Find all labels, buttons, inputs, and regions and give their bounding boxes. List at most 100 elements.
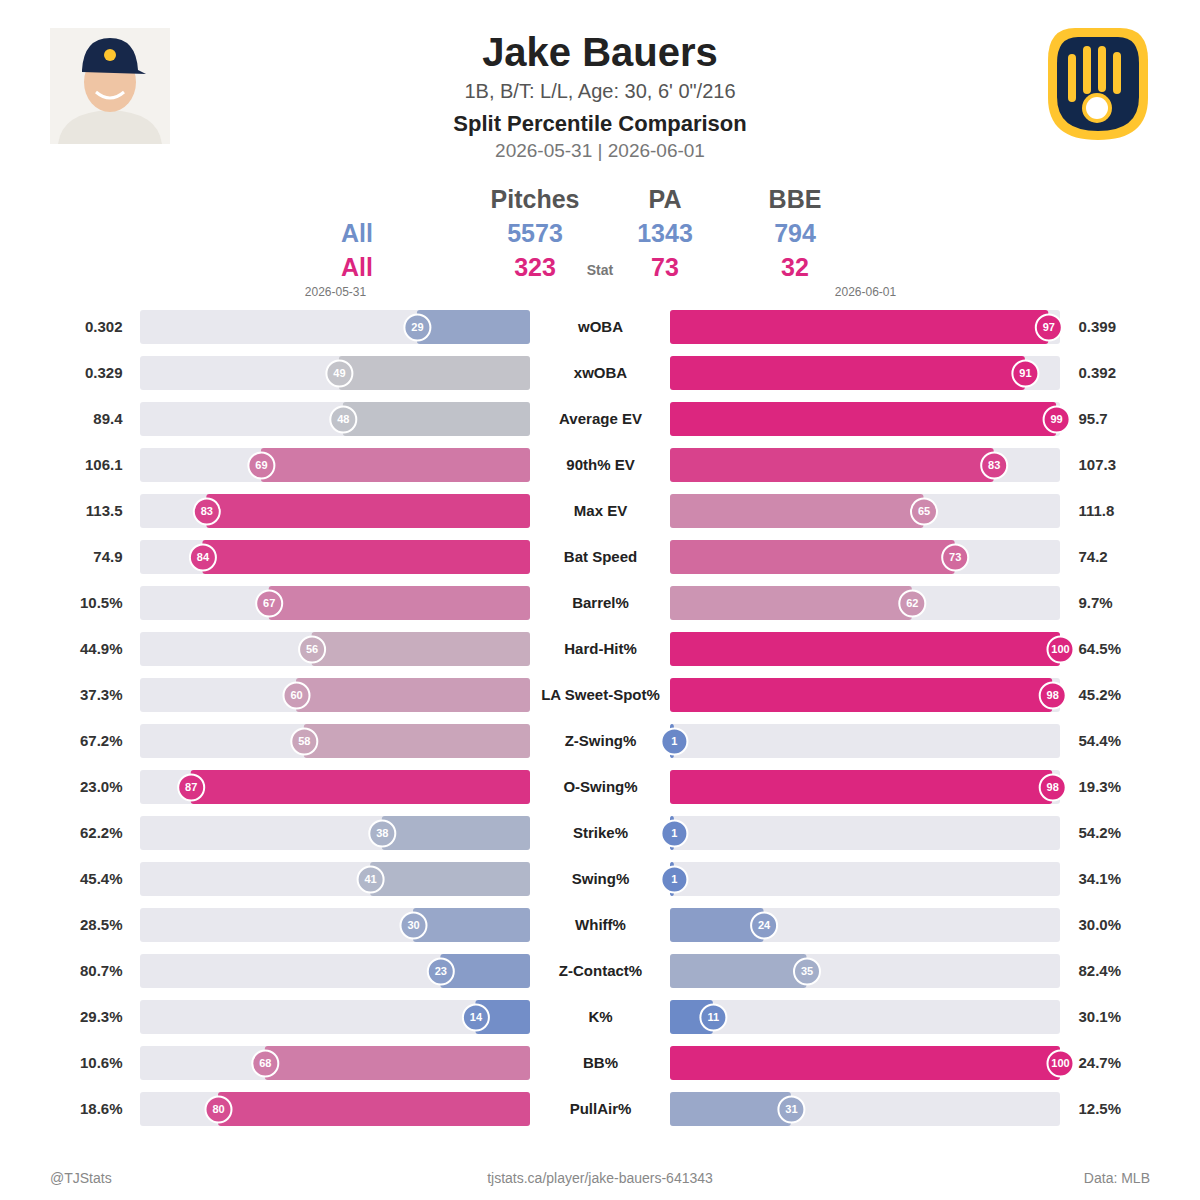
svg-text:106.1: 106.1	[85, 456, 123, 473]
svg-text:73: 73	[949, 551, 961, 563]
svg-text:69: 69	[255, 459, 267, 471]
svg-text:74.2: 74.2	[1079, 548, 1108, 565]
svg-text:107.3: 107.3	[1079, 456, 1117, 473]
svg-text:K%: K%	[588, 1008, 612, 1025]
svg-text:10.6%: 10.6%	[80, 1054, 123, 1071]
svg-text:10.5%: 10.5%	[80, 594, 123, 611]
svg-text:Bat Speed: Bat Speed	[564, 548, 637, 565]
svg-text:32: 32	[781, 253, 809, 281]
svg-text:All: All	[341, 253, 373, 281]
svg-text:BBE: BBE	[769, 185, 822, 213]
svg-text:2026-06-01: 2026-06-01	[835, 285, 897, 299]
svg-text:54.4%: 54.4%	[1079, 732, 1122, 749]
svg-text:100: 100	[1051, 1057, 1069, 1069]
svg-text:2026-05-31: 2026-05-31	[305, 285, 367, 299]
svg-text:0.329: 0.329	[85, 364, 123, 381]
svg-text:1: 1	[671, 873, 677, 885]
svg-text:0.399: 0.399	[1079, 318, 1117, 335]
svg-text:80.7%: 80.7%	[80, 962, 123, 979]
svg-text:23: 23	[435, 965, 447, 977]
svg-text:1B, B/T: L/L, Age: 30, 6' 0"/2: 1B, B/T: L/L, Age: 30, 6' 0"/216	[464, 80, 735, 102]
svg-text:89.4: 89.4	[93, 410, 123, 427]
svg-text:Average EV: Average EV	[559, 410, 642, 427]
svg-text:56: 56	[306, 643, 318, 655]
svg-text:18.6%: 18.6%	[80, 1100, 123, 1117]
svg-text:31: 31	[785, 1103, 797, 1115]
svg-text:67: 67	[263, 597, 275, 609]
svg-text:30.1%: 30.1%	[1079, 1008, 1122, 1025]
svg-text:2026-05-31 | 2026-06-01: 2026-05-31 | 2026-06-01	[495, 140, 705, 161]
svg-text:82.4%: 82.4%	[1079, 962, 1122, 979]
svg-text:Data: MLB: Data: MLB	[1084, 1170, 1150, 1186]
svg-text:98: 98	[1047, 781, 1059, 793]
svg-text:PullAir%: PullAir%	[570, 1100, 632, 1117]
svg-text:113.5: 113.5	[86, 502, 123, 519]
svg-text:wOBA: wOBA	[577, 318, 623, 335]
svg-text:84: 84	[197, 551, 210, 563]
svg-text:111.8: 111.8	[1079, 502, 1115, 519]
svg-text:LA Sweet-Spot%: LA Sweet-Spot%	[541, 686, 660, 703]
svg-text:29.3%: 29.3%	[80, 1008, 123, 1025]
svg-text:37.3%: 37.3%	[80, 686, 123, 703]
svg-text:83: 83	[201, 505, 213, 517]
svg-text:5573: 5573	[507, 219, 563, 247]
svg-text:Jake Bauers: Jake Bauers	[482, 30, 718, 74]
svg-text:44.9%: 44.9%	[80, 640, 123, 657]
svg-text:1: 1	[671, 827, 677, 839]
svg-text:1343: 1343	[637, 219, 693, 247]
svg-text:95.7: 95.7	[1079, 410, 1108, 427]
svg-text:Pitches: Pitches	[491, 185, 580, 213]
svg-text:68: 68	[259, 1057, 271, 1069]
svg-text:48: 48	[337, 413, 349, 425]
svg-text:19.3%: 19.3%	[1079, 778, 1122, 795]
svg-text:34.1%: 34.1%	[1079, 870, 1122, 887]
svg-text:30.0%: 30.0%	[1079, 916, 1122, 933]
svg-text:O-Swing%: O-Swing%	[563, 778, 637, 795]
svg-text:54.2%: 54.2%	[1079, 824, 1122, 841]
svg-text:49: 49	[333, 367, 345, 379]
svg-text:62.2%: 62.2%	[80, 824, 123, 841]
svg-text:83: 83	[988, 459, 1000, 471]
svg-text:30: 30	[407, 919, 419, 931]
svg-text:23.0%: 23.0%	[80, 778, 123, 795]
svg-text:Strike%: Strike%	[573, 824, 628, 841]
svg-text:tjstats.ca/player/jake-bauers-: tjstats.ca/player/jake-bauers-641343	[487, 1170, 713, 1186]
svg-text:41: 41	[364, 873, 376, 885]
svg-text:0.302: 0.302	[85, 318, 123, 335]
svg-text:60: 60	[290, 689, 302, 701]
svg-text:74.9: 74.9	[93, 548, 122, 565]
svg-text:45.2%: 45.2%	[1079, 686, 1122, 703]
svg-text:97: 97	[1043, 321, 1055, 333]
svg-text:Z-Swing%: Z-Swing%	[565, 732, 637, 749]
svg-text:24: 24	[758, 919, 771, 931]
svg-text:Hard-Hit%: Hard-Hit%	[564, 640, 637, 657]
svg-text:24.7%: 24.7%	[1079, 1054, 1122, 1071]
svg-text:BB%: BB%	[583, 1054, 618, 1071]
svg-text:91: 91	[1019, 367, 1031, 379]
svg-text:All: All	[341, 219, 373, 247]
svg-text:14: 14	[470, 1011, 483, 1023]
svg-text:Split Percentile Comparison: Split Percentile Comparison	[453, 111, 746, 136]
svg-text:98: 98	[1047, 689, 1059, 701]
svg-text:58: 58	[298, 735, 310, 747]
svg-text:Z-Contact%: Z-Contact%	[559, 962, 642, 979]
svg-text:62: 62	[906, 597, 918, 609]
svg-text:80: 80	[212, 1103, 224, 1115]
svg-text:Stat: Stat	[587, 262, 614, 278]
svg-text:28.5%: 28.5%	[80, 916, 123, 933]
svg-text:29: 29	[411, 321, 423, 333]
svg-text:1: 1	[671, 735, 677, 747]
svg-text:87: 87	[185, 781, 197, 793]
svg-text:0.392: 0.392	[1079, 364, 1117, 381]
svg-text:64.5%: 64.5%	[1079, 640, 1122, 657]
svg-text:67.2%: 67.2%	[80, 732, 123, 749]
svg-text:PA: PA	[649, 185, 682, 213]
svg-text:73: 73	[651, 253, 679, 281]
svg-text:11: 11	[708, 1011, 720, 1023]
svg-text:Max EV: Max EV	[574, 502, 627, 519]
svg-text:Whiff%: Whiff%	[575, 916, 626, 933]
svg-text:Barrel%: Barrel%	[572, 594, 629, 611]
svg-text:45.4%: 45.4%	[80, 870, 123, 887]
svg-text:100: 100	[1051, 643, 1069, 655]
svg-text:35: 35	[801, 965, 813, 977]
